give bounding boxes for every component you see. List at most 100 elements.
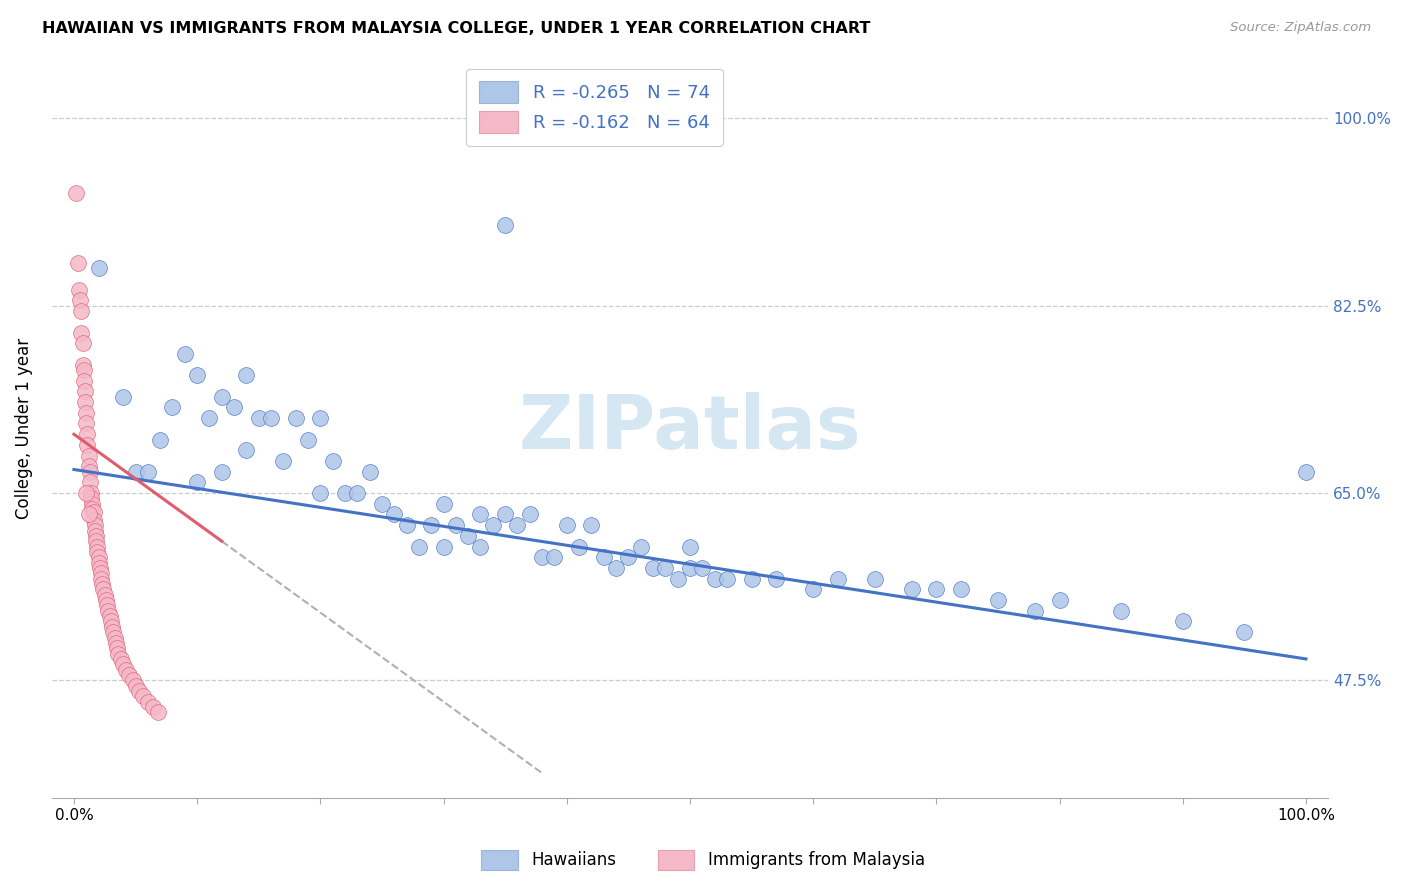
Point <box>273 454 295 468</box>
Point <box>101 620 124 634</box>
Point <box>142 700 165 714</box>
Point <box>1049 593 1071 607</box>
Legend: R = -0.265   N = 74, R = -0.162   N = 64: R = -0.265 N = 74, R = -0.162 N = 64 <box>465 69 723 146</box>
Point <box>75 486 97 500</box>
Point <box>70 304 93 318</box>
Point <box>65 186 87 201</box>
Point <box>482 518 505 533</box>
Point <box>346 486 368 500</box>
Point <box>77 508 100 522</box>
Text: ZIPatlas: ZIPatlas <box>519 392 862 466</box>
Point <box>247 411 270 425</box>
Point <box>444 518 467 533</box>
Point <box>432 497 454 511</box>
Point <box>136 695 159 709</box>
Point <box>79 465 101 479</box>
Point <box>211 465 233 479</box>
Point <box>494 219 516 233</box>
Point <box>75 406 97 420</box>
Point <box>86 540 108 554</box>
Point <box>801 582 824 597</box>
Point <box>519 508 541 522</box>
Point <box>90 572 112 586</box>
Point <box>333 486 356 500</box>
Point <box>211 390 233 404</box>
Point <box>84 529 107 543</box>
Point <box>592 550 614 565</box>
Point <box>86 545 108 559</box>
Point <box>69 293 91 308</box>
Point <box>112 390 135 404</box>
Point <box>73 363 96 377</box>
Point <box>91 577 114 591</box>
Point <box>198 411 221 425</box>
Point <box>1024 604 1046 618</box>
Point <box>93 582 115 597</box>
Point <box>222 401 245 415</box>
Point <box>1109 604 1132 618</box>
Point <box>107 647 129 661</box>
Point <box>371 497 394 511</box>
Point <box>1233 625 1256 640</box>
Point <box>149 433 172 447</box>
Point <box>96 599 118 613</box>
Point <box>679 540 702 554</box>
Point <box>470 540 492 554</box>
Point <box>679 561 702 575</box>
Point <box>506 518 529 533</box>
Point <box>79 475 101 490</box>
Text: Source: ZipAtlas.com: Source: ZipAtlas.com <box>1230 21 1371 34</box>
Text: HAWAIIAN VS IMMIGRANTS FROM MALAYSIA COLLEGE, UNDER 1 YEAR CORRELATION CHART: HAWAIIAN VS IMMIGRANTS FROM MALAYSIA COL… <box>42 21 870 36</box>
Point <box>162 401 184 415</box>
Point <box>103 631 125 645</box>
Point <box>98 609 121 624</box>
Point <box>146 706 169 720</box>
Point <box>617 550 640 565</box>
Point <box>124 679 146 693</box>
Point <box>408 540 430 554</box>
Point <box>581 518 603 533</box>
Point <box>949 582 972 597</box>
Point <box>630 540 652 554</box>
Point <box>83 518 105 533</box>
Point <box>716 572 738 586</box>
Point <box>122 673 145 688</box>
Point <box>76 427 98 442</box>
Point <box>118 668 141 682</box>
Point <box>82 502 104 516</box>
Point <box>432 540 454 554</box>
Point <box>94 593 117 607</box>
Point <box>359 465 381 479</box>
Point <box>309 486 332 500</box>
Point <box>666 572 689 586</box>
Point <box>900 582 922 597</box>
Point <box>77 459 100 474</box>
Point <box>89 561 111 575</box>
Point <box>100 615 122 629</box>
Point <box>73 374 96 388</box>
Point <box>112 657 135 672</box>
Point <box>863 572 886 586</box>
Point <box>83 524 105 538</box>
Point <box>235 443 257 458</box>
Point <box>105 641 128 656</box>
Point <box>827 572 849 586</box>
Point <box>103 625 125 640</box>
Point <box>641 561 664 575</box>
Point <box>987 593 1010 607</box>
Point <box>80 491 103 506</box>
Point <box>322 454 344 468</box>
Point <box>703 572 725 586</box>
Point <box>83 513 105 527</box>
Point <box>83 505 105 519</box>
Point <box>284 411 307 425</box>
Point <box>77 449 100 463</box>
Legend: Hawaiians, Immigrants from Malaysia: Hawaiians, Immigrants from Malaysia <box>474 843 932 877</box>
Point <box>654 561 676 575</box>
Point <box>136 465 159 479</box>
Point <box>420 518 443 533</box>
Point <box>72 336 94 351</box>
Point <box>87 550 110 565</box>
Point <box>173 347 195 361</box>
Point <box>75 417 97 431</box>
